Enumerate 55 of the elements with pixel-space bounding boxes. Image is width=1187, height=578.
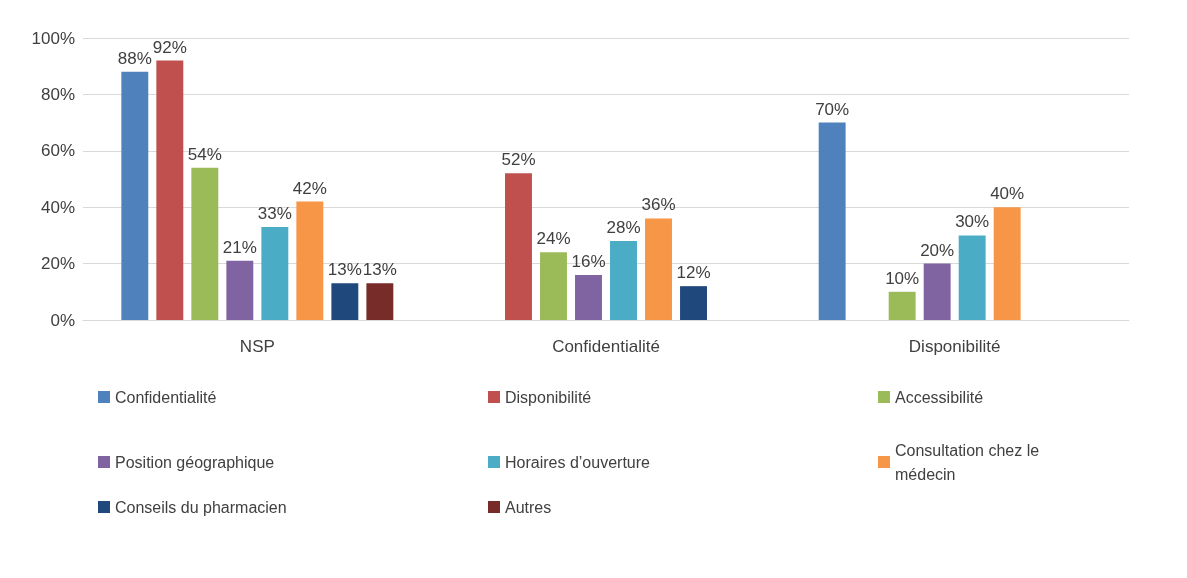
bar <box>958 235 986 320</box>
bar <box>121 71 149 320</box>
data-label: 92% <box>152 37 187 57</box>
bar <box>191 167 219 320</box>
data-label: 70% <box>815 99 850 119</box>
x-tick-label: Disponibilité <box>908 337 1001 356</box>
data-label: 28% <box>606 218 641 238</box>
legend-label: Conseils du pharmacien <box>115 498 287 516</box>
bar <box>261 226 289 320</box>
data-label: 40% <box>990 184 1025 204</box>
legend-label: Position géographique <box>115 453 275 471</box>
data-label: 36% <box>641 195 676 215</box>
data-label: 52% <box>501 150 536 170</box>
x-tick-label: Confidentialité <box>552 337 660 356</box>
y-tick-label: 0% <box>50 310 75 330</box>
y-tick-label: 40% <box>40 197 75 217</box>
bar <box>645 218 672 320</box>
bar <box>296 201 324 320</box>
bar <box>575 274 602 320</box>
bar <box>610 241 637 320</box>
y-tick-label: 20% <box>40 254 75 274</box>
bar <box>993 207 1021 320</box>
legend-label: Consultation chez le médecin <box>895 441 1044 483</box>
data-label: 24% <box>536 229 571 249</box>
y-tick-label: 60% <box>40 141 75 161</box>
x-tick-label: NSP <box>239 337 275 356</box>
y-tick-label: 80% <box>40 84 75 104</box>
data-label: 12% <box>676 263 711 283</box>
bar <box>331 283 359 320</box>
legend-label: Disponibilité <box>505 388 592 406</box>
bar <box>226 260 254 320</box>
bar <box>540 252 567 320</box>
bar <box>505 173 532 320</box>
data-label: 30% <box>955 212 990 232</box>
data-label: 16% <box>571 251 606 271</box>
data-label: 33% <box>257 203 292 223</box>
legend-label: Confidentialité <box>115 388 217 406</box>
bar <box>923 263 951 320</box>
data-label: 21% <box>222 237 257 257</box>
bar <box>366 283 394 320</box>
bar <box>156 60 184 320</box>
data-label: 13% <box>362 260 397 280</box>
data-label: 20% <box>920 240 955 260</box>
y-tick-label: 100% <box>31 28 75 48</box>
legend-label: Autres <box>505 498 552 516</box>
data-label: 10% <box>885 268 920 288</box>
bar <box>680 286 707 320</box>
bar <box>818 122 846 320</box>
legend-label: Accessibilité <box>895 388 984 406</box>
data-label: 42% <box>292 178 327 198</box>
legend-label: Horaires d’ouverture <box>505 453 651 471</box>
data-label: 88% <box>117 48 152 68</box>
bar <box>888 291 916 320</box>
data-label: 54% <box>187 144 222 164</box>
data-label: 13% <box>327 260 362 280</box>
